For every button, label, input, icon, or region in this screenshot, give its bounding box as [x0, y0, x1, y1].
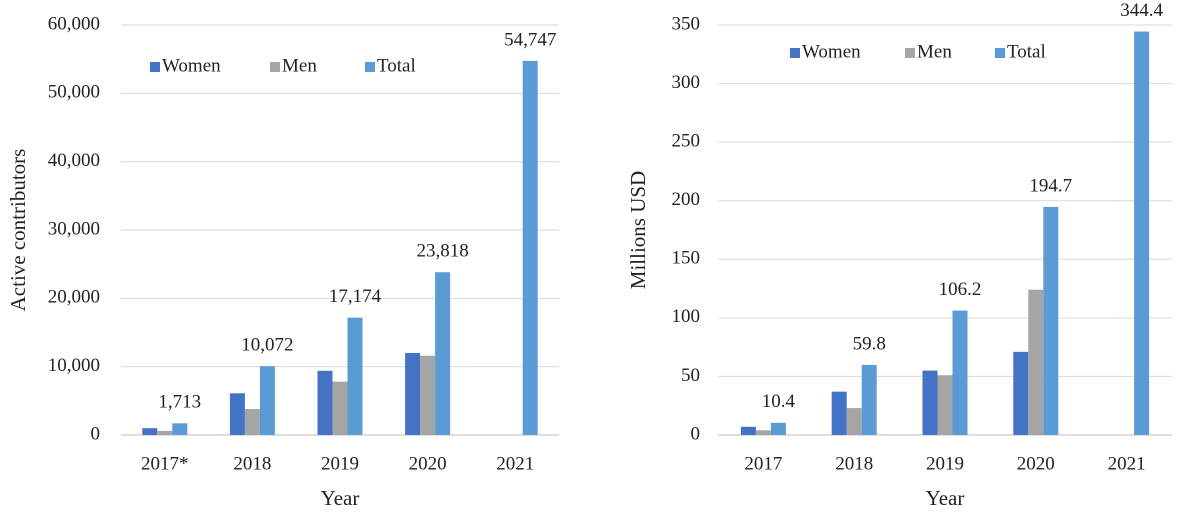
data-label: 1,713: [158, 392, 201, 413]
x-axis-title: Year: [321, 486, 360, 510]
bar: [770, 422, 786, 435]
y-tick-label: 40,000: [48, 150, 100, 171]
x-tick-label: 2018: [233, 453, 271, 474]
legend-swatch: [905, 48, 915, 58]
data-label: 194.7: [1029, 175, 1072, 196]
bar: [420, 355, 436, 435]
bar: [755, 430, 771, 435]
bar: [522, 60, 538, 435]
y-tick-label: 60,000: [48, 13, 100, 34]
legend-swatch: [150, 62, 160, 72]
legend-swatch: [790, 48, 800, 58]
x-tick-label: 2021: [1108, 453, 1146, 474]
bar: [347, 317, 363, 435]
y-tick-label: 250: [672, 131, 701, 152]
x-tick-label: 2021: [496, 453, 534, 474]
legend-label: Women: [162, 55, 221, 76]
legend-label: Men: [282, 55, 317, 76]
x-tick-label: 2017*: [141, 453, 189, 474]
data-label: 344.4: [1120, 0, 1163, 21]
x-tick-label: 2019: [926, 453, 964, 474]
x-tick-label: 2019: [321, 453, 359, 474]
data-label: 106.2: [939, 279, 982, 300]
y-tick-label: 300: [672, 72, 701, 93]
y-tick-label: 350: [672, 13, 701, 34]
y-tick-label: 100: [672, 306, 701, 327]
legend-swatch: [365, 62, 375, 72]
bar: [1028, 289, 1044, 435]
legend-label: Men: [917, 41, 952, 62]
y-tick-label: 0: [91, 423, 101, 444]
bar: [952, 310, 968, 435]
y-tick-label: 50: [681, 365, 700, 386]
data-label: 10.4: [762, 391, 796, 412]
y-tick-label: 150: [672, 248, 701, 269]
bar: [861, 364, 877, 435]
bar: [229, 393, 245, 435]
y-tick-label: 30,000: [48, 218, 100, 239]
y-axis-title: Millions USD: [626, 171, 650, 289]
x-tick-label: 2020: [1017, 453, 1055, 474]
bar: [405, 353, 421, 435]
legend-label: Total: [1007, 41, 1046, 62]
bar: [1134, 31, 1150, 436]
y-tick-label: 0: [691, 423, 701, 444]
x-tick-label: 2018: [835, 453, 873, 474]
legend-swatch: [995, 48, 1005, 58]
bar: [740, 426, 756, 435]
y-tick-label: 50,000: [48, 82, 100, 103]
bar: [937, 375, 953, 435]
bar: [1043, 206, 1059, 435]
bar: [157, 430, 173, 435]
data-label: 17,174: [329, 286, 382, 307]
data-label: 23,818: [416, 241, 468, 262]
bar: [317, 370, 333, 435]
y-tick-label: 10,000: [48, 355, 100, 376]
legend-label: Women: [802, 41, 861, 62]
bar: [172, 423, 188, 435]
x-axis-title: Year: [926, 486, 965, 510]
bar: [831, 391, 847, 435]
data-label: 59.8: [853, 333, 886, 354]
y-tick-label: 200: [672, 189, 701, 210]
legend-swatch: [270, 62, 280, 72]
bar: [259, 366, 275, 435]
bar: [1013, 351, 1029, 435]
bar: [244, 409, 260, 435]
data-label: 10,072: [241, 335, 293, 356]
legend-label: Total: [377, 55, 416, 76]
bar: [142, 428, 158, 435]
x-tick-label: 2020: [409, 453, 447, 474]
bar: [435, 272, 451, 435]
bar: [332, 381, 348, 435]
data-label: 54,747: [504, 29, 556, 50]
y-tick-label: 20,000: [48, 287, 100, 308]
y-axis-title: Active contributors: [6, 149, 30, 312]
bar: [922, 370, 938, 435]
bar: [846, 408, 862, 435]
x-tick-label: 2017: [744, 453, 782, 474]
